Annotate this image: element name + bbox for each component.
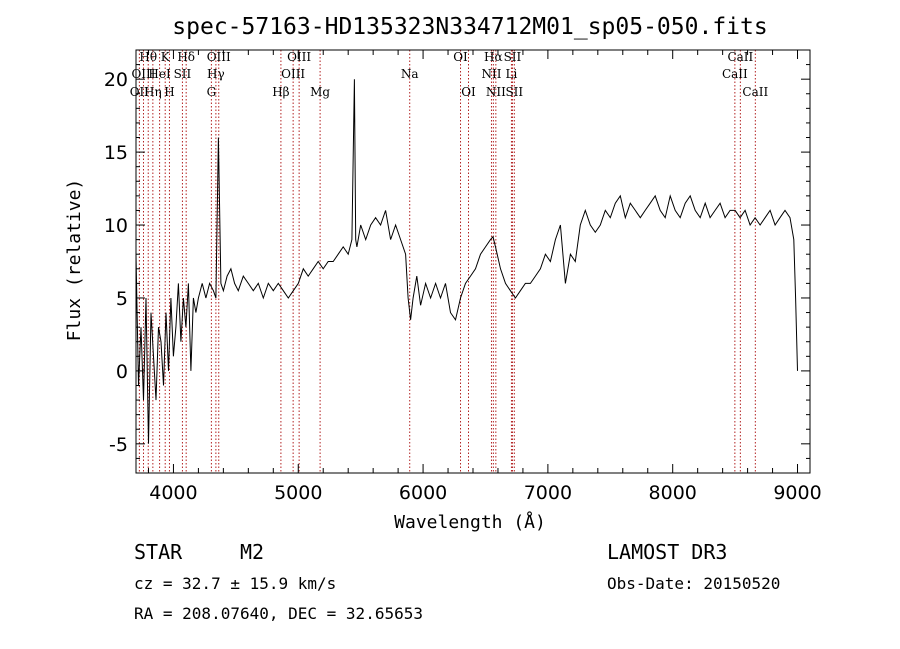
spectral-line-label: CaII bbox=[722, 67, 748, 81]
survey-text: LAMOST DR3 bbox=[607, 540, 727, 564]
x-tick-label: 9000 bbox=[773, 482, 821, 504]
x-tick-label: 4000 bbox=[149, 482, 197, 504]
spectral-line-label: Hα bbox=[484, 50, 503, 64]
y-tick-label: 5 bbox=[116, 288, 128, 310]
x-tick-label: 8000 bbox=[649, 482, 697, 504]
plot-frame bbox=[135, 49, 811, 474]
spectral-line-label: G bbox=[207, 85, 217, 99]
spectral-line-label: CaII bbox=[727, 50, 753, 64]
spectral-line-label: CaII bbox=[742, 85, 768, 99]
redshift-text: cz = 32.7 ± 15.9 km/s bbox=[134, 574, 336, 593]
chart-title: spec-57163-HD135323N334712M01_sp05-050.f… bbox=[172, 14, 767, 40]
spectral-line-markers bbox=[138, 50, 756, 473]
spectral-line-label: Mg bbox=[310, 85, 330, 99]
spectral-line-label: Li bbox=[506, 67, 518, 81]
y-tick-label: 20 bbox=[104, 69, 128, 91]
y-tick-label: 0 bbox=[116, 361, 128, 383]
y-axis-label: Flux (relative) bbox=[64, 179, 85, 342]
y-tick-label: -5 bbox=[109, 434, 128, 456]
spectral-line-label: SII bbox=[504, 50, 522, 64]
spectral-line-label: Hη bbox=[144, 85, 162, 99]
spectral-line-label: HeI bbox=[148, 67, 171, 81]
spectral-line-label: Hγ bbox=[207, 67, 225, 81]
x-axis-label: Wavelength (Å) bbox=[394, 511, 546, 533]
spectral-line-label: K bbox=[161, 50, 171, 64]
x-tick-label: 7000 bbox=[524, 482, 572, 504]
spectral-line-label: NII bbox=[481, 67, 501, 81]
obs-date-text: Obs-Date: 20150520 bbox=[607, 574, 780, 593]
y-tick-label: 15 bbox=[104, 142, 128, 164]
axis-ticks: 4000 5000 6000 7000 8000 9000 -5 0 5 10 15 20 bbox=[104, 50, 822, 504]
spectral-line-label: Na bbox=[401, 67, 419, 81]
spectral-line-label: OIII bbox=[281, 67, 305, 81]
spectral-line-label: H bbox=[164, 85, 174, 99]
spectral-line-label: SII bbox=[505, 85, 523, 99]
spectrum-series-line bbox=[135, 79, 798, 444]
spectral-line-label: OIII bbox=[207, 50, 231, 64]
spectral-line-label: SII bbox=[174, 67, 192, 81]
spectral-line-label: Hβ bbox=[272, 85, 289, 99]
coordinates-text: RA = 208.07640, DEC = 32.65653 bbox=[134, 604, 423, 623]
spectral-line-label: OII bbox=[130, 85, 150, 99]
spectral-line-label: OIII bbox=[287, 50, 311, 64]
spectral-line-label: NII bbox=[486, 85, 506, 99]
spectral-line-label: OI bbox=[453, 50, 468, 64]
x-tick-label: 5000 bbox=[274, 482, 322, 504]
spectral-line-label: OIII bbox=[131, 67, 155, 81]
subclass-text: M2 bbox=[240, 540, 264, 564]
spectral-line-label: Hθ bbox=[139, 50, 157, 64]
x-tick-label: 6000 bbox=[399, 482, 447, 504]
spectral-line-label: Hδ bbox=[177, 50, 195, 64]
y-tick-label: 10 bbox=[104, 215, 128, 237]
spectral-line-label: OI bbox=[461, 85, 476, 99]
object-class-text: STAR bbox=[134, 540, 183, 564]
